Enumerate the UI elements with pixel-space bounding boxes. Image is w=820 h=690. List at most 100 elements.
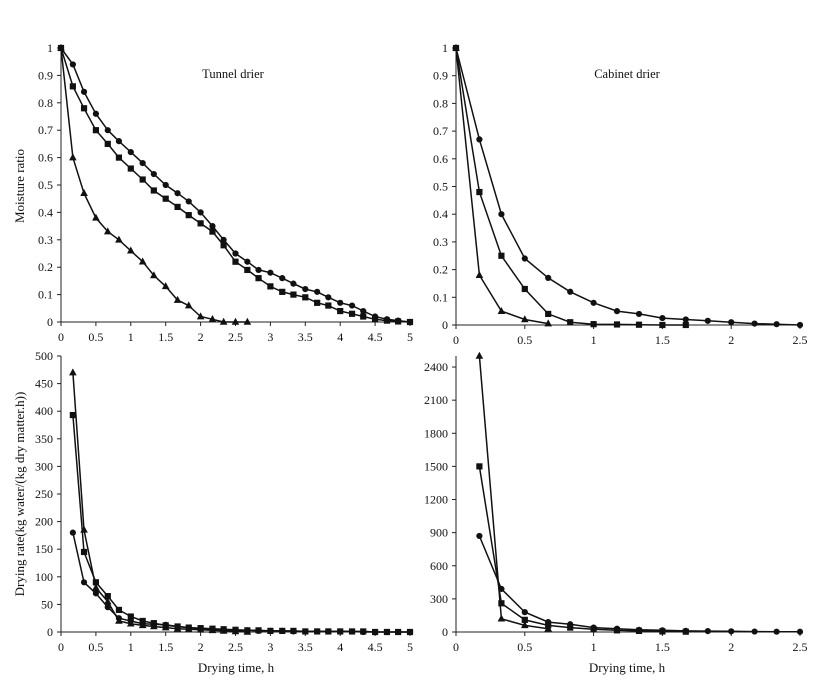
data-point-square <box>635 627 643 634</box>
data-point-circle <box>521 255 528 262</box>
y-tick-label: 400 <box>35 404 53 418</box>
data-point-circle <box>80 88 88 95</box>
data-point-triangle <box>452 43 460 51</box>
panel-cabinet-rate: Drying time, h 0 0.5 1 1.5 2 2.5 0 300 600 900 120… <box>424 351 808 675</box>
data-point-circle <box>92 590 99 597</box>
data-point-circle <box>728 628 735 635</box>
data-point-triangle <box>475 270 484 278</box>
panel-cabinet-moisture: Cabinet drier 0 0.5 1 1.5 2 2.5 0 0.1 0.2 0.3 0.4 0… <box>433 41 808 347</box>
y-tick-label: 0.3 <box>38 233 53 247</box>
series-line-triangle <box>60 47 248 323</box>
series-line-square <box>72 415 410 633</box>
data-point-square <box>613 627 621 634</box>
series-circle <box>452 44 804 329</box>
data-point-square <box>635 321 643 328</box>
data-point-circle <box>635 310 643 318</box>
data-point-square <box>115 154 123 161</box>
panel-title-tunnel: Tunnel drier <box>202 67 265 81</box>
data-point-square <box>613 321 621 328</box>
y-tick-label: 2100 <box>424 393 448 407</box>
x-tick-label: 0.5 <box>517 333 532 347</box>
y-tick-label: 0.5 <box>38 178 53 192</box>
data-point-triangle <box>243 317 252 325</box>
data-point-square <box>314 628 321 635</box>
data-point-triangle <box>103 597 112 605</box>
data-point-triangle <box>184 301 193 309</box>
y-tick-label: 100 <box>35 570 53 584</box>
y-tick-label: 0.8 <box>433 96 448 110</box>
series-square <box>476 463 689 635</box>
data-point-triangle <box>208 315 217 323</box>
data-point-square <box>244 266 251 274</box>
x-tick-label: 2 <box>198 640 204 654</box>
y-tick-label: 0 <box>47 315 53 329</box>
y-tick-label: 1 <box>442 41 448 55</box>
data-point-square <box>406 318 414 326</box>
data-point-triangle <box>521 621 529 629</box>
panel-tunnel-rate: Drying rate(kg water/(kg dry matter.h)) … <box>12 349 414 675</box>
y-tick-label: 0.7 <box>433 124 448 138</box>
data-point-triangle <box>521 315 529 323</box>
x-tick-label: 2 <box>198 330 204 344</box>
x-tick-label: 4.5 <box>368 640 383 654</box>
data-point-square <box>682 628 689 635</box>
data-point-square <box>659 628 666 635</box>
y-tick-label: 0.6 <box>433 152 448 166</box>
data-point-triangle <box>150 622 158 630</box>
data-point-circle <box>244 258 251 265</box>
data-point-circle <box>197 209 204 216</box>
data-point-triangle <box>127 619 135 627</box>
data-point-circle <box>567 288 574 295</box>
data-point-circle <box>104 127 111 134</box>
y-tick-label: 0 <box>442 625 448 639</box>
data-point-triangle <box>92 583 100 591</box>
data-point-circle <box>279 275 286 282</box>
data-point-square <box>360 313 367 320</box>
data-point-triangle <box>69 153 77 161</box>
data-point-square <box>279 627 286 634</box>
x-tick-label: 1.5 <box>158 640 173 654</box>
series-line-square <box>478 466 686 633</box>
data-point-circle <box>704 628 711 635</box>
data-point-triangle <box>115 616 123 624</box>
y-tick-label: 1200 <box>424 493 448 507</box>
x-tick-label: 1.5 <box>158 330 173 344</box>
series-line-square <box>455 47 686 326</box>
x-tick-label: 0 <box>58 330 64 344</box>
data-point-circle <box>314 288 321 295</box>
data-point-circle <box>796 628 804 635</box>
y-tick-label: 0 <box>442 318 448 332</box>
data-point-triangle <box>138 257 147 265</box>
x-tick-label: 1.5 <box>655 333 670 347</box>
data-point-square <box>498 252 505 259</box>
y-tick-label: 0.7 <box>38 123 53 137</box>
data-point-square <box>220 242 227 249</box>
data-point-triangle <box>161 623 170 631</box>
data-point-square <box>325 302 332 309</box>
data-point-circle <box>613 308 621 315</box>
x-tick-label: 5 <box>407 330 413 344</box>
data-point-circle <box>751 320 758 327</box>
data-point-circle <box>302 286 309 293</box>
data-point-square <box>302 628 309 635</box>
series-square <box>57 44 414 326</box>
y-tick-label: 500 <box>35 349 53 363</box>
series-triangle <box>69 368 252 635</box>
y-tick-label: 0.9 <box>38 68 53 82</box>
y-tick-label: 300 <box>35 459 53 473</box>
data-point-square <box>337 628 344 635</box>
data-point-circle <box>232 250 239 257</box>
data-point-square <box>348 628 356 635</box>
data-point-triangle <box>69 368 77 376</box>
data-point-circle <box>255 266 262 274</box>
data-point-square <box>302 294 309 301</box>
data-point-square <box>255 275 262 282</box>
y-tick-label: 0.4 <box>38 205 53 219</box>
data-point-circle <box>498 211 505 218</box>
data-point-square <box>139 617 146 625</box>
x-tick-label: 1 <box>591 333 597 347</box>
data-point-circle <box>476 532 483 540</box>
series-circle <box>57 44 414 326</box>
y-axis-title-moisture: Moisture ratio <box>12 149 27 223</box>
